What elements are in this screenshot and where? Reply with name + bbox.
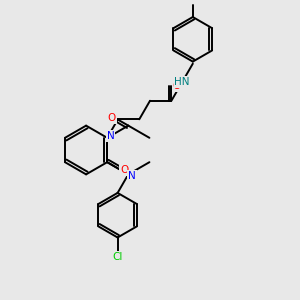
Text: O: O	[108, 113, 116, 123]
Text: N: N	[107, 131, 115, 141]
Text: N: N	[128, 171, 136, 181]
Text: O: O	[120, 165, 128, 175]
Text: HN: HN	[174, 77, 190, 87]
Text: O: O	[172, 81, 181, 91]
Text: Cl: Cl	[112, 252, 123, 262]
